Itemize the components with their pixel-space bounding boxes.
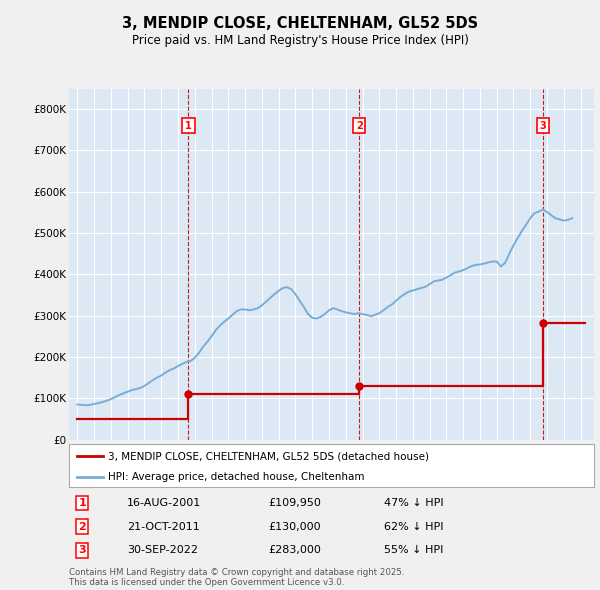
Text: 1: 1 bbox=[185, 121, 192, 130]
Text: Contains HM Land Registry data © Crown copyright and database right 2025.
This d: Contains HM Land Registry data © Crown c… bbox=[69, 568, 404, 587]
Text: 55% ↓ HPI: 55% ↓ HPI bbox=[384, 545, 443, 555]
Text: 3, MENDIP CLOSE, CHELTENHAM, GL52 5DS (detached house): 3, MENDIP CLOSE, CHELTENHAM, GL52 5DS (d… bbox=[109, 451, 430, 461]
Text: 47% ↓ HPI: 47% ↓ HPI bbox=[384, 498, 443, 508]
Text: HPI: Average price, detached house, Cheltenham: HPI: Average price, detached house, Chel… bbox=[109, 471, 365, 481]
Text: 1: 1 bbox=[78, 498, 86, 508]
Text: Price paid vs. HM Land Registry's House Price Index (HPI): Price paid vs. HM Land Registry's House … bbox=[131, 34, 469, 47]
Text: 2: 2 bbox=[78, 522, 86, 532]
Text: £283,000: £283,000 bbox=[269, 545, 322, 555]
Text: 3, MENDIP CLOSE, CHELTENHAM, GL52 5DS: 3, MENDIP CLOSE, CHELTENHAM, GL52 5DS bbox=[122, 16, 478, 31]
Text: 30-SEP-2022: 30-SEP-2022 bbox=[127, 545, 198, 555]
Text: 2: 2 bbox=[356, 121, 362, 130]
Text: 16-AUG-2001: 16-AUG-2001 bbox=[127, 498, 201, 508]
Text: £109,950: £109,950 bbox=[269, 498, 322, 508]
Text: 21-OCT-2011: 21-OCT-2011 bbox=[127, 522, 199, 532]
Text: 62% ↓ HPI: 62% ↓ HPI bbox=[384, 522, 443, 532]
Text: 3: 3 bbox=[539, 121, 546, 130]
Text: 3: 3 bbox=[79, 545, 86, 555]
Text: £130,000: £130,000 bbox=[269, 522, 321, 532]
